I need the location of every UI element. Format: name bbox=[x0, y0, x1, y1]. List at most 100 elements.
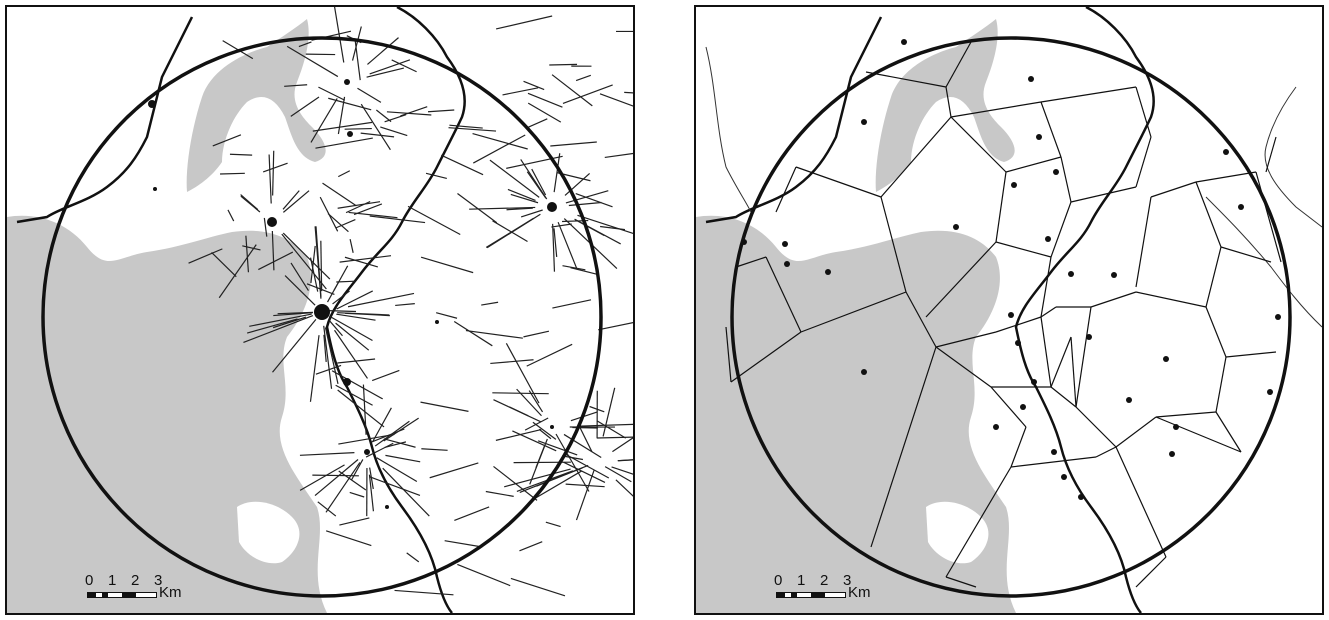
voronoi-edge bbox=[880, 196, 907, 293]
voronoi-edge bbox=[1215, 356, 1227, 413]
stream-segment bbox=[319, 196, 339, 232]
voronoi-edge bbox=[1155, 411, 1217, 418]
stream-segment bbox=[227, 209, 235, 222]
stream-segment bbox=[597, 436, 633, 439]
voronoi-edge bbox=[1075, 306, 1092, 408]
stream-segment bbox=[552, 223, 556, 272]
site-point bbox=[901, 39, 907, 45]
stream-segment bbox=[485, 490, 514, 497]
stream-segment bbox=[528, 390, 544, 413]
stream-segment bbox=[526, 171, 547, 199]
stream-segment bbox=[532, 421, 557, 440]
stream-segment bbox=[527, 102, 562, 123]
site-point bbox=[343, 378, 351, 386]
stream-lines bbox=[188, 7, 633, 597]
stream-segment bbox=[272, 316, 307, 329]
stream-segment bbox=[391, 59, 417, 73]
stream-segment bbox=[472, 133, 528, 150]
stream-segment bbox=[420, 401, 469, 412]
voronoi-edge bbox=[1010, 426, 1027, 468]
stream-segment bbox=[508, 406, 529, 417]
stream-segment bbox=[618, 459, 633, 462]
stream-segment bbox=[523, 80, 545, 91]
stream-segment bbox=[310, 245, 316, 284]
voronoi-edge bbox=[1150, 181, 1197, 198]
voronoi-edge bbox=[1220, 246, 1272, 263]
scale-tick-0: 0 bbox=[774, 572, 783, 589]
voronoi-edge bbox=[1135, 556, 1167, 588]
site-point bbox=[1011, 182, 1017, 188]
stream-segment bbox=[570, 267, 597, 275]
stream-segment bbox=[314, 459, 359, 497]
site-point bbox=[782, 241, 788, 247]
stream-segment bbox=[549, 63, 578, 66]
stream-segment bbox=[510, 193, 539, 204]
stream-segment bbox=[526, 343, 573, 367]
stream-segment bbox=[615, 479, 633, 497]
stream-segment bbox=[315, 137, 373, 149]
stream-segment bbox=[317, 501, 337, 517]
scale-bar bbox=[87, 592, 157, 598]
scale-tick-1: 1 bbox=[797, 572, 806, 589]
site-point bbox=[1053, 169, 1059, 175]
stream-segment bbox=[495, 428, 542, 441]
scale-tick-0: 0 bbox=[85, 572, 94, 589]
stream-segment bbox=[376, 457, 418, 483]
stream-segment bbox=[553, 228, 558, 257]
thin-streams bbox=[705, 46, 1322, 328]
stream-segment bbox=[282, 232, 331, 280]
stream-segment bbox=[612, 437, 633, 453]
site-point bbox=[1173, 424, 1179, 430]
voronoi-edge bbox=[795, 166, 882, 198]
stream-segment bbox=[371, 369, 400, 382]
stream-segment bbox=[329, 315, 373, 342]
stream-segment bbox=[557, 221, 578, 270]
stream-segment bbox=[246, 318, 298, 334]
stream-segment bbox=[369, 59, 411, 75]
voronoi-edge bbox=[800, 291, 907, 333]
voronoi-edge bbox=[1050, 336, 1072, 388]
stream-segment bbox=[425, 172, 447, 180]
stream-segment bbox=[310, 98, 338, 143]
stream-segment bbox=[282, 190, 300, 210]
stream-segment bbox=[394, 589, 454, 596]
stream-segment bbox=[328, 97, 372, 111]
site-point bbox=[825, 269, 831, 275]
stream-segment bbox=[383, 438, 416, 448]
site-point bbox=[1068, 271, 1074, 277]
stream-segment bbox=[290, 96, 320, 117]
voronoi-edge bbox=[925, 241, 997, 318]
site-point bbox=[1163, 356, 1169, 362]
voronoi-edge bbox=[730, 331, 802, 383]
stream-segment bbox=[565, 483, 605, 488]
voronoi-edge bbox=[1135, 291, 1207, 308]
stream-segment bbox=[334, 7, 345, 63]
voronoi-edge bbox=[1265, 136, 1277, 173]
stream-segment bbox=[327, 213, 349, 233]
stream-segment bbox=[472, 134, 526, 164]
stream-segment bbox=[575, 469, 595, 521]
stream-segment bbox=[421, 448, 448, 451]
stream-segment bbox=[489, 159, 540, 198]
stream-segment bbox=[395, 303, 415, 307]
stream-segment bbox=[338, 433, 395, 445]
stream-segment bbox=[344, 127, 372, 130]
stream-segment bbox=[492, 220, 528, 243]
scale-bar bbox=[776, 592, 846, 598]
site-point bbox=[1275, 314, 1281, 320]
site-point bbox=[1031, 379, 1037, 385]
site-point bbox=[993, 424, 999, 430]
stream-segment bbox=[510, 577, 566, 597]
stream-segment bbox=[624, 91, 633, 94]
stream-segment bbox=[516, 470, 574, 492]
voronoi-edge bbox=[1195, 181, 1222, 248]
voronoi-edge bbox=[1155, 416, 1242, 453]
stream-segment bbox=[576, 423, 633, 427]
stream-segment bbox=[575, 193, 613, 208]
stream-segment bbox=[563, 461, 606, 483]
stream-segment bbox=[263, 217, 268, 237]
stream-segment bbox=[337, 201, 381, 209]
stream-segment bbox=[449, 124, 483, 129]
voronoi-edge bbox=[1040, 101, 1062, 158]
stream-segment bbox=[188, 248, 223, 264]
